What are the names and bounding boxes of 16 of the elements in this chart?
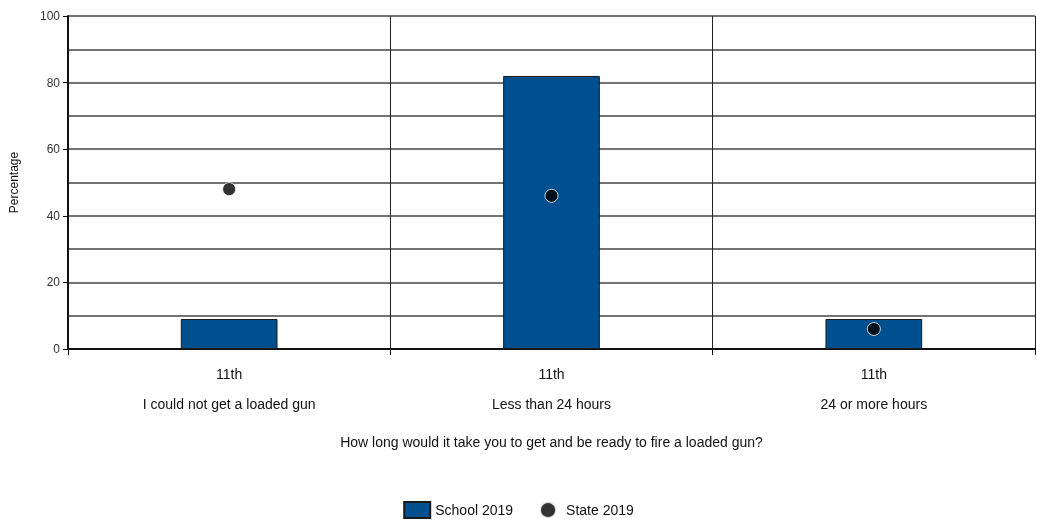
point	[222, 182, 237, 197]
y-tick-label: 80	[46, 75, 61, 90]
y-tick-label: 100	[39, 9, 61, 23]
y-tick-label: 40	[46, 208, 61, 223]
point	[866, 322, 881, 337]
x-axis-title: How long would it take you to get and be ready to fire a loaded gun?	[340, 434, 764, 450]
legend-label: School 2019	[435, 502, 514, 518]
y-axis-title: Percentage	[7, 151, 21, 214]
y-tick-label: 20	[46, 275, 61, 290]
point	[544, 188, 559, 203]
legend-label: State 2019	[566, 502, 634, 518]
x-tick-label: 11th Less than 24 hours	[491, 366, 612, 412]
x-tick-label: 11th I could not get a loaded gun	[142, 366, 316, 412]
y-tick-label: 0	[53, 342, 61, 356]
y-tick-label: 60	[46, 142, 61, 157]
x-tick-label: 11th 24 or more hours	[820, 366, 928, 412]
